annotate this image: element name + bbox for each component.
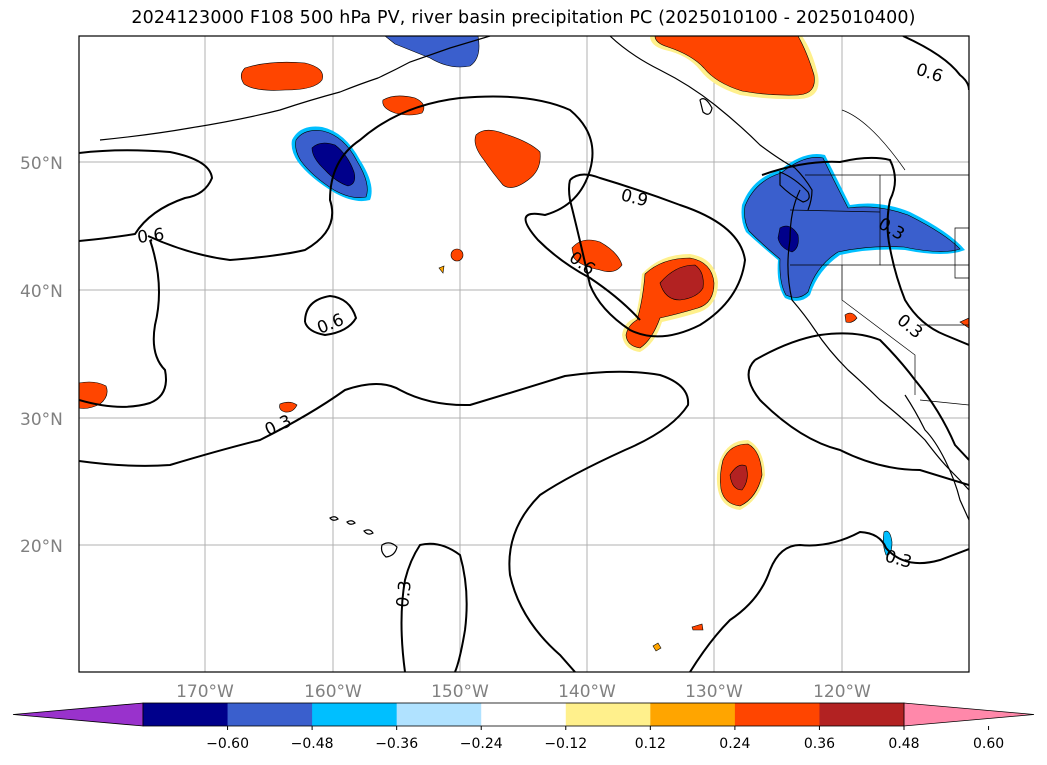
colorbar-tick-label-2: −0.48 — [291, 736, 334, 752]
colorbar-tick-label-7: 0.24 — [719, 736, 750, 752]
positive-anomaly-tiny-2 — [652, 642, 662, 652]
pv-contour-0.3-california-inner — [747, 359, 969, 486]
colorbar-extend-low — [12, 702, 144, 727]
pv-contour-0.3-main — [79, 370, 690, 672]
lon-label-160w: 160°W — [304, 682, 362, 702]
pv-contour-0.6-loop — [79, 239, 167, 408]
colorbar-extend-high — [903, 702, 1035, 727]
coastline-hawaii-maui — [363, 529, 374, 535]
colorbar-outline — [142, 702, 905, 727]
political-borders — [789, 109, 969, 406]
positive-anomaly-bc-coast-core — [654, 36, 815, 96]
map-title: 2024123000 F108 500 hPa PV, river basin … — [131, 8, 916, 28]
contour-label-0.6-west: 0.6 — [136, 225, 165, 248]
pv-contours — [79, 36, 969, 672]
colorbar-segment-8 — [734, 703, 820, 726]
pv-contour-0.6-west — [79, 149, 214, 242]
latitude-labels: 50°N 40°N 30°N 20°N — [20, 154, 63, 557]
colorbar-tick-label-9: 0.48 — [888, 736, 919, 752]
border-idaho-montana — [954, 227, 969, 279]
colorbar-segment-4 — [396, 703, 482, 726]
contour-label-0.3-south: 0.3 — [393, 580, 416, 609]
positive-anomaly-west-small — [279, 401, 298, 413]
colorbar: −0.60 −0.48 −0.36 −0.24 −0.12 0.12 0.24 0.36 0.4… — [12, 702, 1035, 752]
pv-contour-0.9 — [568, 173, 747, 338]
positive-anomaly-mid-inner — [659, 264, 704, 301]
border-state-california-nevada — [841, 265, 916, 395]
colorbar-tick-label-4: −0.24 — [460, 736, 503, 752]
map-frame — [78, 35, 970, 673]
colorbar-segment-6 — [565, 703, 651, 726]
longitude-labels: 170°W 160°W 150°W 140°W 130°W 120°W — [176, 682, 871, 702]
colorbar-tick-label-10: 0.60 — [973, 736, 1004, 752]
map-background — [79, 36, 969, 672]
negative-anomaly-west-pacific-core — [311, 142, 356, 187]
border-state-washington-oregon — [789, 209, 881, 213]
coastline-pacific-northwest — [787, 189, 969, 491]
lon-label-150w: 150°W — [431, 682, 489, 702]
pv-contour-0.3-mexico — [689, 530, 969, 672]
positive-anomaly-south-inner — [729, 464, 748, 491]
colorbar-segment-9 — [819, 703, 905, 726]
colorbar-segment-1 — [143, 703, 229, 726]
colorbar-segment-3 — [312, 703, 398, 726]
colorbar-segment-5 — [481, 703, 567, 726]
coastline-baja — [904, 394, 969, 521]
colorbar-tick-label-6: 0.12 — [635, 736, 666, 752]
pv-contour-0.3-southwest — [400, 542, 468, 672]
coastline-haida-gwaii — [699, 98, 713, 115]
coastline-bc-alaska-panhandle — [609, 36, 813, 211]
colorbar-segment-7 — [650, 703, 736, 726]
coastline-hawaii-oahu — [346, 520, 356, 525]
pv-contour-0.6-main — [147, 95, 641, 321]
colorbar-tick-label-3: −0.36 — [375, 736, 418, 752]
coastline-vancouver-island — [779, 171, 810, 203]
pv-contour-0.6-small — [304, 294, 358, 337]
lat-label-50n: 50°N — [20, 154, 63, 174]
coastline-hawaii-big-island — [380, 542, 398, 558]
colorbar-segment-2 — [227, 703, 313, 726]
lon-label-140w: 140°W — [558, 682, 616, 702]
colorbar-tick-label-1: −0.60 — [206, 736, 249, 752]
pv-contour-0.3-california — [754, 332, 969, 461]
positive-anomaly-aleutian-small — [382, 95, 425, 116]
lon-label-170w: 170°W — [176, 682, 234, 702]
border-us-mexico — [919, 399, 969, 406]
coastline-hawaii-kauai — [329, 516, 339, 521]
pv-contour-0.3-pnw — [761, 156, 969, 346]
border-alaska-canada — [841, 109, 906, 171]
lon-label-130w: 130°W — [685, 682, 743, 702]
lat-label-30n: 30°N — [20, 410, 63, 430]
positive-anomaly-dot-2 — [438, 265, 445, 274]
negative-anomaly-pnw-core — [777, 225, 799, 253]
positive-anomaly-baja — [844, 312, 858, 323]
coastlines — [99, 36, 969, 558]
positive-anomaly-dot-1 — [450, 248, 464, 262]
positive-anomaly-central-north — [474, 129, 541, 188]
colorbar-tick-label-5: −0.12 — [544, 736, 587, 752]
lat-label-40n: 40°N — [20, 282, 63, 302]
lon-label-120w: 120°W — [813, 682, 871, 702]
positive-anomaly-aleutian — [240, 61, 323, 91]
pv-contour-0.6-northeast — [902, 36, 969, 91]
colorbar-tick-label-8: 0.36 — [804, 736, 835, 752]
lat-label-20n: 20°N — [20, 537, 63, 557]
positive-anomaly-tiny-1 — [691, 623, 704, 631]
coastline-alaska-peninsula — [99, 36, 491, 141]
negative-anomaly-gulf-alaska — [384, 36, 480, 68]
